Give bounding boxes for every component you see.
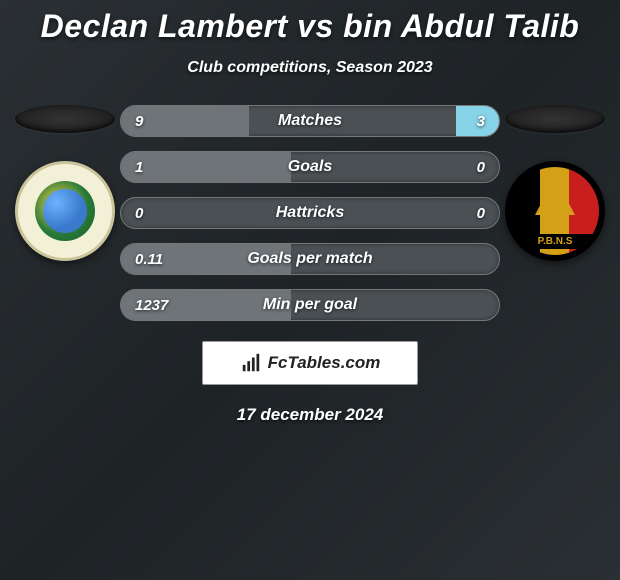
stat-value-left: 1: [135, 152, 143, 182]
chart-icon: [240, 352, 262, 374]
stat-value-left: 1237: [135, 290, 168, 320]
page-title: Declan Lambert vs bin Abdul Talib: [0, 8, 620, 45]
stat-row: 0.11Goals per match: [120, 243, 500, 275]
stat-label: Hattricks: [121, 198, 499, 228]
watermark-text: FcTables.com: [268, 353, 381, 373]
watermark: FcTables.com: [202, 341, 418, 385]
stat-bar-left: [121, 152, 291, 182]
stat-value-left: 9: [135, 106, 143, 136]
stats-list: 93Matches10Goals00Hattricks0.11Goals per…: [120, 105, 500, 321]
player-right-silhouette-placeholder: [505, 105, 605, 133]
club-badge-right: [505, 161, 605, 261]
stat-row: 10Goals: [120, 151, 500, 183]
player-right-side: [500, 105, 610, 261]
date-label: 17 december 2024: [0, 405, 620, 425]
stat-value-right: 0: [477, 152, 485, 182]
stat-value-right: 0: [477, 198, 485, 228]
player-left-side: [10, 105, 120, 261]
stat-row: 0 0Hattricks: [120, 197, 500, 229]
stat-row: 1237Min per goal: [120, 289, 500, 321]
club-badge-left: [15, 161, 115, 261]
subtitle: Club competitions, Season 2023: [0, 59, 620, 77]
stat-value-left: 0: [135, 198, 143, 228]
stat-value-left: 0.11: [135, 244, 163, 274]
stat-row: 93Matches: [120, 105, 500, 137]
stat-value-right: 3: [477, 106, 485, 136]
comparison-panel: 93Matches10Goals00Hattricks0.11Goals per…: [0, 105, 620, 321]
player-left-silhouette-placeholder: [15, 105, 115, 133]
